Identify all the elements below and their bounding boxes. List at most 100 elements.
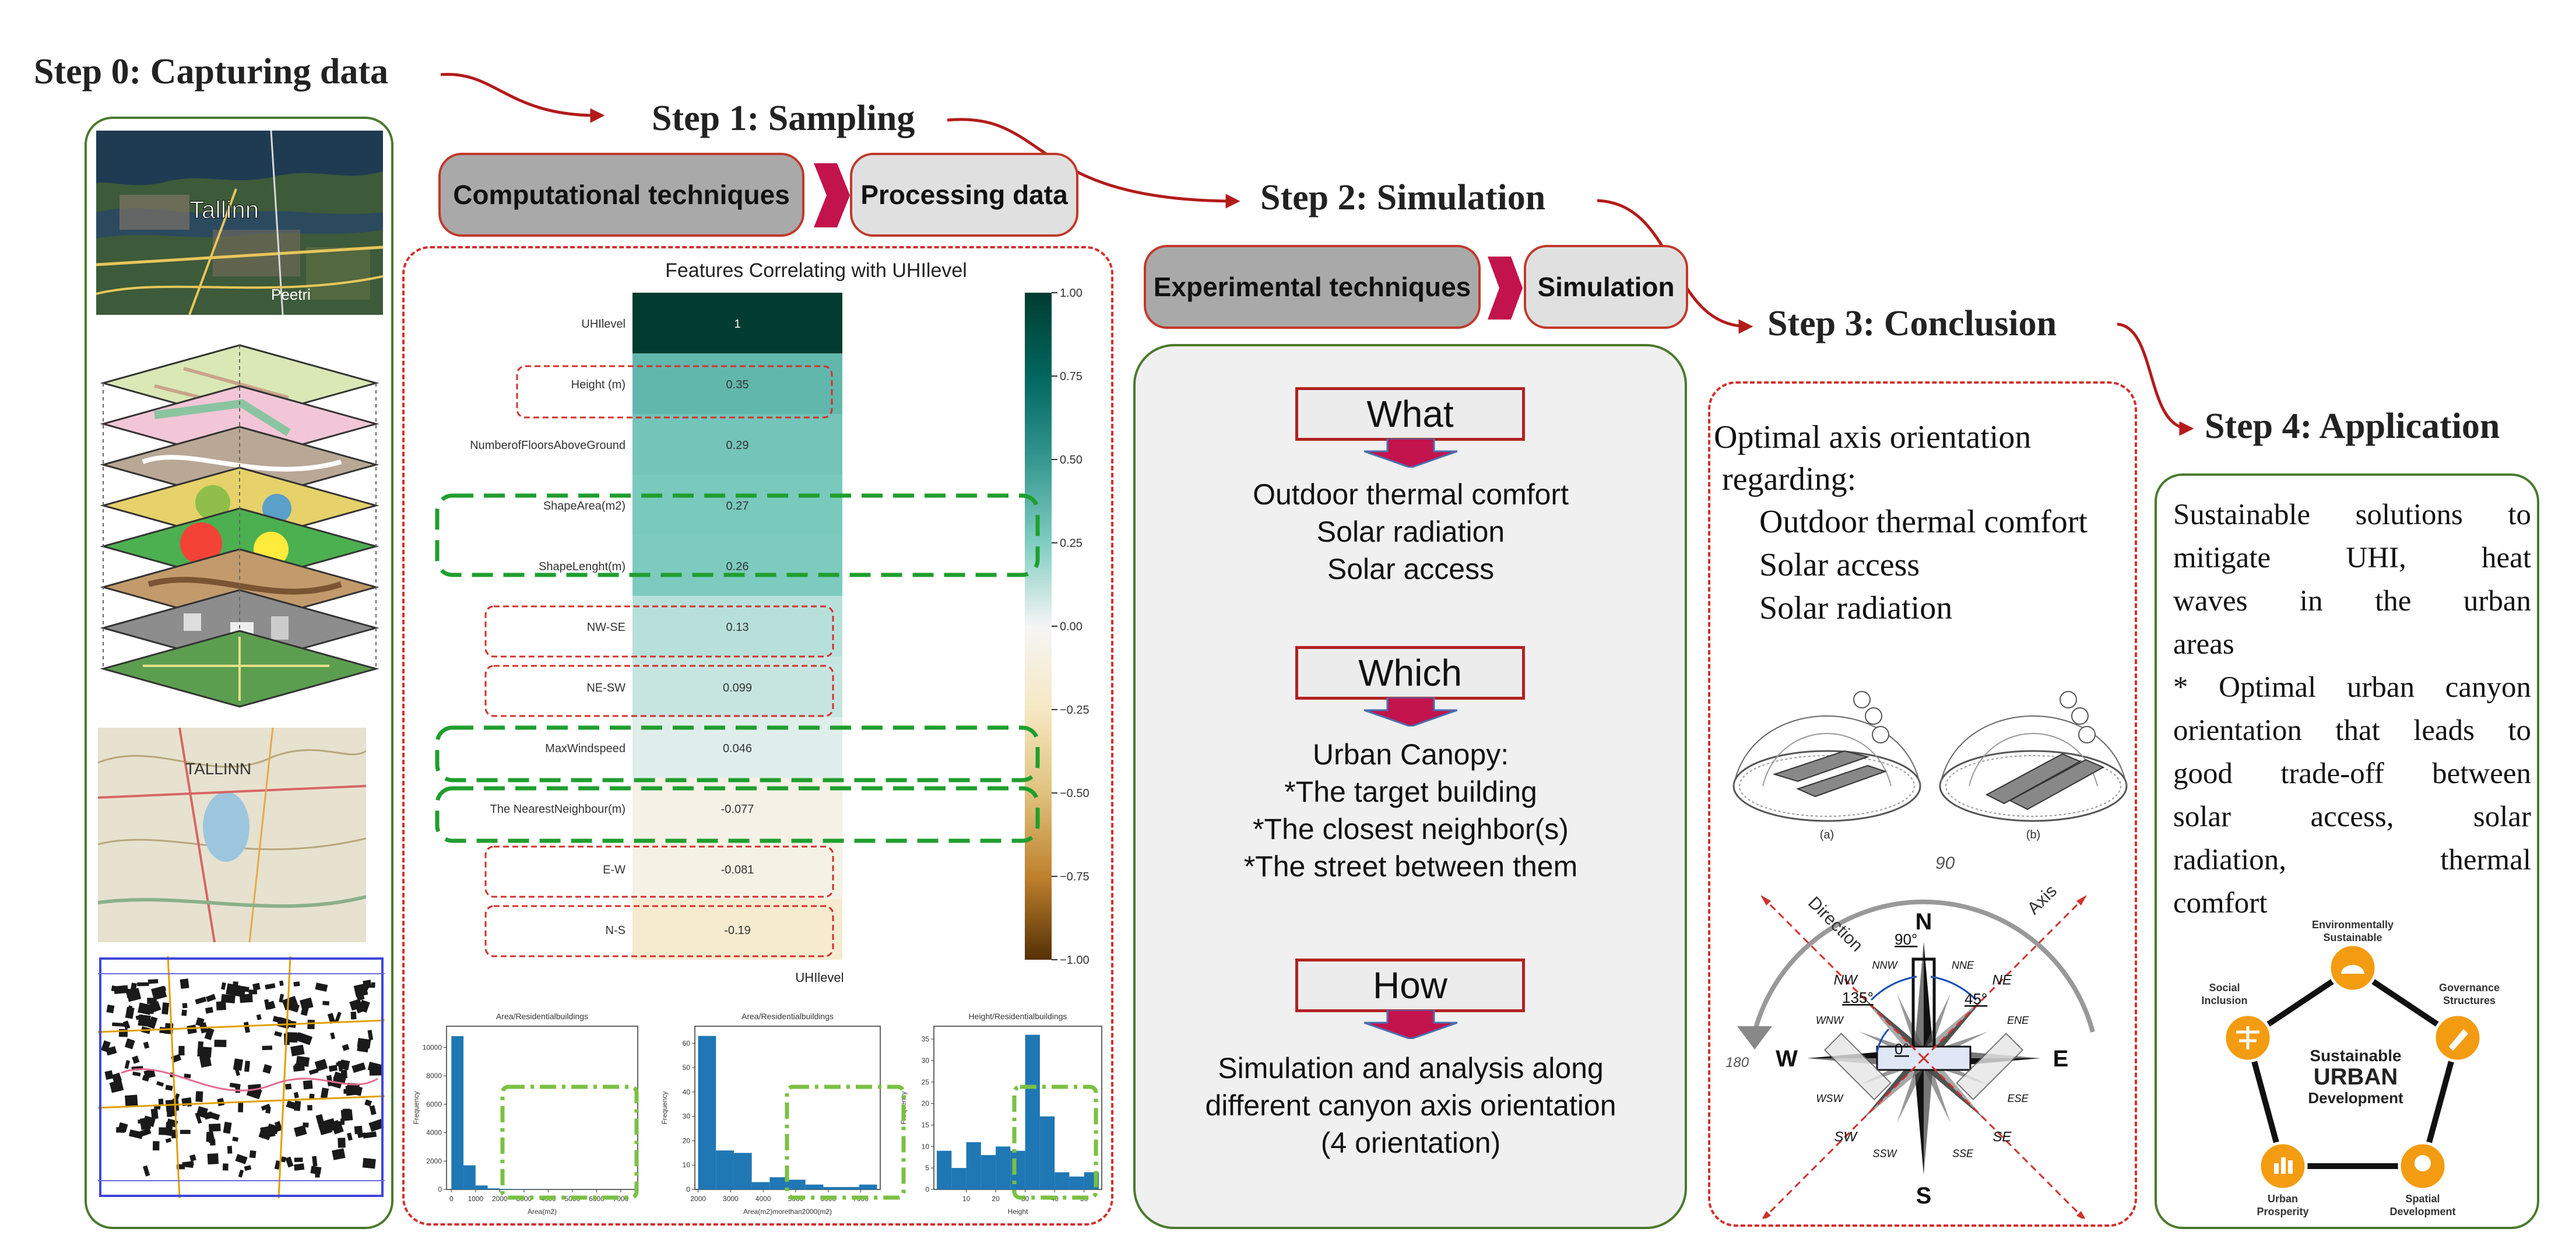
histogram-ytick-label: 0	[925, 1185, 929, 1194]
step1-title: Step 1: Sampling	[652, 99, 915, 138]
figure-b-label: (b)	[2026, 829, 2040, 841]
how-box: How	[1295, 959, 1525, 1012]
cadastral-building	[317, 1120, 324, 1130]
gis-layer-4	[100, 466, 379, 545]
pentagon-node-label: Development	[2389, 1206, 2455, 1217]
histogram-ytick-label: 35	[922, 1035, 930, 1043]
histogram-ytick-label: 20	[922, 1100, 930, 1108]
step3-item: Solar radiation	[1759, 590, 1953, 626]
pentagon-node-label: Urban	[2268, 1193, 2298, 1205]
cadastral-building	[244, 1061, 251, 1072]
cadastral-building	[216, 1001, 226, 1010]
cadastral-building	[303, 1080, 313, 1090]
step4-line: orientation that leads to	[2173, 714, 2531, 747]
cadastral-building	[363, 1131, 377, 1139]
compass-point-label: WSW	[1816, 1093, 1844, 1104]
cadastral-building	[363, 980, 372, 989]
compass-angle-90: 90°	[1895, 931, 1917, 948]
step1-process-box: Processing data	[850, 153, 1078, 237]
histogram-bar	[1039, 1116, 1055, 1189]
histogram-bar	[487, 1188, 500, 1189]
compass-points: N NNE NE ENE E ESE SE SSE S SSW SW WSW W WNW NW NNW	[1776, 909, 2068, 1209]
histogram-xlabel: Height	[1008, 1208, 1028, 1216]
cadastral-building	[138, 1014, 151, 1027]
cadastral-building	[274, 1121, 283, 1132]
highlight-neighbour-row	[435, 786, 1040, 843]
step3-title: Step 3: Conclusion	[1767, 304, 2057, 343]
histogram-title: Height/Residentialbuildings	[969, 1012, 1067, 1021]
histogram-ytick-label: 25	[922, 1078, 930, 1086]
pentagon-node-label: Sustainable	[2323, 932, 2382, 943]
cadastral-building	[293, 1091, 299, 1098]
heatmap-cell	[632, 535, 842, 596]
heatmap-title: Features Correlating with UHIlevel	[665, 259, 967, 282]
heatmap-cell-value: 0.27	[726, 500, 749, 513]
cadastral-building	[204, 1027, 215, 1040]
how-item: Simulation and analysis along	[1218, 1052, 1604, 1084]
which-arrow	[1364, 697, 1457, 726]
histogram-bar	[716, 1150, 734, 1189]
histogram-bar	[841, 1187, 859, 1189]
cadastral-building	[207, 1153, 219, 1165]
step2-title: Step 2: Simulation	[1260, 178, 1546, 217]
cadastral-building	[314, 1059, 328, 1072]
step4-line: good trade-off between	[2173, 757, 2531, 790]
step1-panel	[402, 246, 1113, 1226]
pentagon-node-spatial: Spatial Development	[2389, 1141, 2456, 1217]
heatmap-row-label: N-S	[606, 924, 625, 937]
cadastral-building	[205, 1006, 213, 1014]
histogram-ytick-label: 15	[922, 1121, 930, 1129]
histogram-ytick-label: 20	[683, 1136, 691, 1145]
colorbar-tick-label: 0.50	[1060, 454, 1083, 466]
cadastral-building	[232, 981, 238, 992]
compass-point-label: SSW	[1873, 1148, 1898, 1160]
histogram-ytick-label: 30	[922, 1057, 930, 1065]
cadastral-building	[294, 1064, 301, 1069]
histogram-xtick-label: 1000	[468, 1195, 483, 1203]
heatmap-row-label: MaxWindspeed	[545, 742, 625, 755]
heatmap-cell-value: 0.046	[723, 742, 752, 755]
step2-panel	[1133, 344, 1687, 1229]
which-item: *The target building	[1284, 775, 1537, 808]
cadastral-building	[126, 1005, 133, 1016]
compass-point-label: ESE	[2008, 1093, 2029, 1104]
step3-panel	[1708, 381, 2137, 1227]
cadastral-building	[197, 1046, 212, 1058]
histogram-highlights	[500, 1084, 1098, 1200]
cadastral-building	[158, 1098, 164, 1105]
heatmap-row-label: NW-SE	[587, 621, 625, 634]
histogram-bar	[981, 1155, 996, 1189]
histogram-bar	[475, 1185, 488, 1189]
histogram-bar	[951, 1168, 967, 1189]
cadastral-building	[367, 1030, 374, 1041]
cadastral-building	[195, 1017, 205, 1027]
cadastral-building	[357, 1043, 369, 1053]
histogram-frame	[446, 1026, 638, 1190]
compass-direction-label: Direction	[1804, 893, 1867, 956]
cadastral-building	[137, 982, 149, 987]
cadastral-building	[174, 1093, 180, 1100]
compass-point-label: N	[1916, 909, 1932, 935]
highlight-nesw-row	[484, 665, 834, 717]
cadastral-building	[112, 1022, 125, 1027]
cadastral-building	[161, 1002, 170, 1015]
cadastral-building	[114, 985, 129, 994]
cadastral-building	[296, 1055, 310, 1067]
urban-development-pentagon: Sustainable URBAN Development Environmen…	[2201, 919, 2500, 1217]
cadastral-building	[239, 994, 253, 1003]
sky-dome-figure-a: (a)	[1732, 691, 1921, 841]
pentagon-node-prosperity: Urban Prosperity	[2257, 1141, 2309, 1217]
step4-line: Sustainable solutions to	[2173, 499, 2531, 531]
pentagon-node-environment: Environmentally Sustainable	[2312, 919, 2394, 993]
histogram-ylabel: Frequency	[412, 1091, 420, 1125]
cadastral-building	[147, 979, 159, 984]
how-item: different canyon axis orientation	[1205, 1089, 1616, 1122]
heatmap-row-label: NumberofFloorsAboveGround	[470, 439, 625, 452]
what-items: Outdoor thermal comfort Solar radiation …	[1160, 476, 1661, 588]
cadastral-building	[294, 1163, 305, 1171]
topographic-map-image: TALLINN	[98, 728, 366, 942]
cadastral-building	[309, 1093, 315, 1100]
cadastral-building	[184, 1073, 191, 1079]
cadastral-building	[122, 1020, 131, 1030]
